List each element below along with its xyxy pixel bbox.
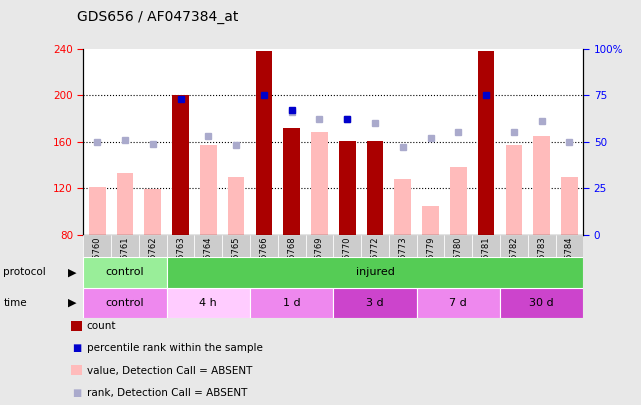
Bar — [250, 288, 333, 318]
Text: GSM15760: GSM15760 — [93, 236, 102, 281]
Bar — [556, 235, 583, 257]
Text: injured: injured — [356, 267, 394, 277]
Text: 30 d: 30 d — [529, 298, 554, 308]
Bar — [200, 145, 217, 235]
Bar — [83, 235, 111, 257]
Bar — [472, 235, 500, 257]
Bar — [222, 235, 250, 257]
Bar — [194, 235, 222, 257]
Text: 4 h: 4 h — [199, 298, 217, 308]
Bar — [417, 235, 444, 257]
Bar — [256, 51, 272, 235]
Bar — [422, 206, 439, 235]
Bar — [228, 177, 244, 235]
Bar — [283, 128, 300, 235]
Bar — [333, 235, 361, 257]
Bar — [561, 177, 578, 235]
Text: GSM15765: GSM15765 — [231, 236, 240, 281]
Bar — [339, 141, 356, 235]
Bar — [139, 235, 167, 257]
Text: 7 d: 7 d — [449, 298, 467, 308]
Bar — [278, 235, 306, 257]
Text: GSM15772: GSM15772 — [370, 236, 379, 281]
Text: rank, Detection Call = ABSENT: rank, Detection Call = ABSENT — [87, 388, 247, 398]
Text: GSM15766: GSM15766 — [260, 236, 269, 281]
Text: GSM15764: GSM15764 — [204, 236, 213, 281]
Text: GSM15781: GSM15781 — [481, 236, 490, 281]
Bar — [389, 235, 417, 257]
Bar — [528, 235, 556, 257]
Bar — [417, 288, 500, 318]
Bar — [117, 173, 133, 235]
Bar — [444, 235, 472, 257]
Text: control: control — [106, 267, 144, 277]
Bar — [167, 235, 194, 257]
Text: GSM15782: GSM15782 — [510, 236, 519, 281]
Text: protocol: protocol — [3, 267, 46, 277]
Bar — [450, 167, 467, 235]
Bar — [478, 51, 494, 235]
Bar — [89, 187, 106, 235]
Text: control: control — [106, 298, 144, 308]
Text: ■: ■ — [72, 388, 81, 398]
Text: GSM15761: GSM15761 — [121, 236, 129, 281]
Text: 3 d: 3 d — [366, 298, 384, 308]
Text: GSM15783: GSM15783 — [537, 236, 546, 281]
Text: GSM15768: GSM15768 — [287, 236, 296, 281]
Bar — [533, 136, 550, 235]
Text: ▶: ▶ — [69, 298, 77, 308]
Text: percentile rank within the sample: percentile rank within the sample — [87, 343, 262, 353]
Text: count: count — [87, 321, 116, 331]
Text: GSM15769: GSM15769 — [315, 236, 324, 281]
Bar — [506, 145, 522, 235]
Text: GSM15780: GSM15780 — [454, 236, 463, 281]
Text: GSM15770: GSM15770 — [343, 236, 352, 281]
Bar — [167, 257, 583, 288]
Text: ▶: ▶ — [69, 267, 77, 277]
Bar — [250, 235, 278, 257]
Bar — [172, 95, 189, 235]
Text: GDS656 / AF047384_at: GDS656 / AF047384_at — [77, 10, 238, 24]
Text: GSM15779: GSM15779 — [426, 236, 435, 281]
Bar — [333, 288, 417, 318]
Text: time: time — [3, 298, 27, 308]
Bar — [144, 190, 161, 235]
Bar — [500, 235, 528, 257]
Bar — [167, 288, 250, 318]
Text: GSM15773: GSM15773 — [398, 236, 407, 281]
Bar — [367, 141, 383, 235]
Bar — [311, 132, 328, 235]
Bar — [306, 235, 333, 257]
Text: GSM15763: GSM15763 — [176, 236, 185, 281]
Bar — [83, 257, 167, 288]
Bar — [361, 235, 389, 257]
Text: GSM15762: GSM15762 — [148, 236, 157, 281]
Bar — [394, 179, 411, 235]
Text: 1 d: 1 d — [283, 298, 301, 308]
Text: ■: ■ — [72, 343, 81, 353]
Bar — [500, 288, 583, 318]
Bar — [111, 235, 139, 257]
Text: GSM15784: GSM15784 — [565, 236, 574, 281]
Text: value, Detection Call = ABSENT: value, Detection Call = ABSENT — [87, 366, 252, 375]
Bar — [83, 288, 167, 318]
